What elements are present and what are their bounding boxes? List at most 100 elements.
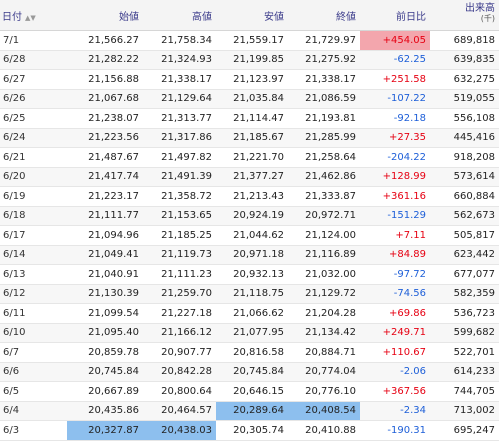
low-cell: 20,305.74 — [216, 420, 288, 441]
volume-unit-label: (千) — [480, 14, 495, 23]
date-cell: 6/14 — [0, 245, 67, 265]
date-cell: 6/7 — [0, 342, 67, 363]
open-cell: 21,067.68 — [67, 89, 143, 109]
volume-cell: 556,108 — [430, 108, 499, 129]
table-row: 6/19 21,223.17 21,358.72 21,213.43 21,333.87… — [0, 186, 499, 207]
high-cell: 21,166.12 — [143, 323, 216, 343]
open-cell: 20,327.87 — [67, 420, 143, 441]
volume-cell: 573,614 — [430, 167, 499, 187]
date-cell: 6/17 — [0, 225, 67, 246]
change-cell: +249.71 — [360, 323, 430, 343]
low-cell: 20,289.64 — [216, 401, 288, 421]
date-cell: 6/11 — [0, 303, 67, 324]
volume-cell: 660,884 — [430, 186, 499, 207]
close-cell: 20,776.10 — [288, 381, 360, 402]
table-row: 6/17 21,094.96 21,185.25 21,044.62 21,124.00… — [0, 225, 499, 246]
high-cell: 21,119.73 — [143, 245, 216, 265]
change-cell: -62.25 — [360, 50, 430, 70]
table-row: 6/14 21,049.41 21,119.73 20,971.18 21,116.89… — [0, 245, 499, 265]
date-cell: 6/3 — [0, 420, 67, 441]
close-cell: 20,410.88 — [288, 420, 360, 441]
change-cell: -74.56 — [360, 284, 430, 304]
high-cell: 21,338.17 — [143, 69, 216, 90]
change-cell: +251.58 — [360, 69, 430, 90]
table-row: 6/28 21,282.22 21,324.93 21,199.85 21,275.92… — [0, 50, 499, 70]
volume-cell: 522,701 — [430, 342, 499, 363]
low-column-header: 安値 — [216, 0, 288, 31]
low-cell: 21,114.47 — [216, 108, 288, 129]
date-cell: 6/4 — [0, 401, 67, 421]
volume-cell: 562,673 — [430, 206, 499, 226]
close-cell: 21,116.89 — [288, 245, 360, 265]
date-cell: 6/21 — [0, 147, 67, 168]
change-cell: +454.05 — [360, 30, 430, 51]
table-row: 6/27 21,156.88 21,338.17 21,123.97 21,338.17… — [0, 69, 499, 90]
change-cell: -2.34 — [360, 401, 430, 421]
change-cell: +110.67 — [360, 342, 430, 363]
date-cell: 7/1 — [0, 30, 67, 51]
close-cell: 21,134.42 — [288, 323, 360, 343]
high-cell: 20,464.57 — [143, 401, 216, 421]
low-cell: 21,044.62 — [216, 225, 288, 246]
change-cell: +69.86 — [360, 303, 430, 324]
date-cell: 6/28 — [0, 50, 67, 70]
date-cell: 6/18 — [0, 206, 67, 226]
table-row: 6/7 20,859.78 20,907.77 20,816.58 20,884.71 +… — [0, 342, 499, 363]
change-cell: +361.16 — [360, 186, 430, 207]
high-cell: 21,153.65 — [143, 206, 216, 226]
date-cell: 6/5 — [0, 381, 67, 402]
change-cell: -92.18 — [360, 108, 430, 129]
open-cell: 21,223.17 — [67, 186, 143, 207]
high-cell: 21,259.70 — [143, 284, 216, 304]
low-cell: 21,377.27 — [216, 167, 288, 187]
open-cell: 21,095.40 — [67, 323, 143, 343]
change-cell: +84.89 — [360, 245, 430, 265]
close-cell: 20,884.71 — [288, 342, 360, 363]
open-cell: 21,223.56 — [67, 128, 143, 148]
low-cell: 21,077.95 — [216, 323, 288, 343]
table-row: 6/21 21,487.67 21,497.82 21,221.70 21,258.64… — [0, 147, 499, 168]
table-row: 6/10 21,095.40 21,166.12 21,077.95 21,134.42… — [0, 323, 499, 343]
open-cell: 21,156.88 — [67, 69, 143, 90]
open-cell: 21,566.27 — [67, 30, 143, 51]
change-cell: -151.29 — [360, 206, 430, 226]
volume-cell: 505,817 — [430, 225, 499, 246]
volume-cell: 599,682 — [430, 323, 499, 343]
low-cell: 20,745.84 — [216, 362, 288, 382]
close-cell: 21,204.28 — [288, 303, 360, 324]
open-cell: 21,282.22 — [67, 50, 143, 70]
close-cell: 21,129.72 — [288, 284, 360, 304]
low-cell: 21,199.85 — [216, 50, 288, 70]
sort-arrows-icon[interactable]: ▲▼ — [25, 13, 36, 22]
table-row: 6/4 20,435.86 20,464.57 20,289.64 20,408.54-… — [0, 401, 499, 421]
low-cell: 21,185.67 — [216, 128, 288, 148]
volume-cell: 632,275 — [430, 69, 499, 90]
open-cell: 20,859.78 — [67, 342, 143, 363]
volume-cell: 744,705 — [430, 381, 499, 402]
open-cell: 21,049.41 — [67, 245, 143, 265]
open-cell: 21,487.67 — [67, 147, 143, 168]
volume-cell: 623,442 — [430, 245, 499, 265]
low-cell: 21,066.62 — [216, 303, 288, 324]
open-cell: 21,094.96 — [67, 225, 143, 246]
date-column-header[interactable]: 日付 ▲▼ — [0, 0, 67, 31]
high-cell: 21,185.25 — [143, 225, 216, 246]
open-cell: 20,435.86 — [67, 401, 143, 421]
close-cell: 20,774.04 — [288, 362, 360, 382]
volume-cell: 582,359 — [430, 284, 499, 304]
table-row: 6/25 21,238.07 21,313.77 21,114.47 21,193.81… — [0, 108, 499, 129]
table-row: 6/3 20,327.87 20,438.03 20,305.74 20,410.88-… — [0, 420, 499, 441]
close-cell: 20,972.71 — [288, 206, 360, 226]
date-cell: 6/10 — [0, 323, 67, 343]
high-cell: 21,227.18 — [143, 303, 216, 324]
volume-cell: 677,077 — [430, 264, 499, 285]
change-cell: -2.06 — [360, 362, 430, 382]
date-cell: 6/20 — [0, 167, 67, 187]
high-cell: 21,491.39 — [143, 167, 216, 187]
date-cell: 6/26 — [0, 89, 67, 109]
high-cell: 21,313.77 — [143, 108, 216, 129]
open-cell: 21,040.91 — [67, 264, 143, 285]
volume-header-label: 出来高 — [465, 3, 495, 14]
close-column-header: 終値 — [288, 0, 360, 31]
